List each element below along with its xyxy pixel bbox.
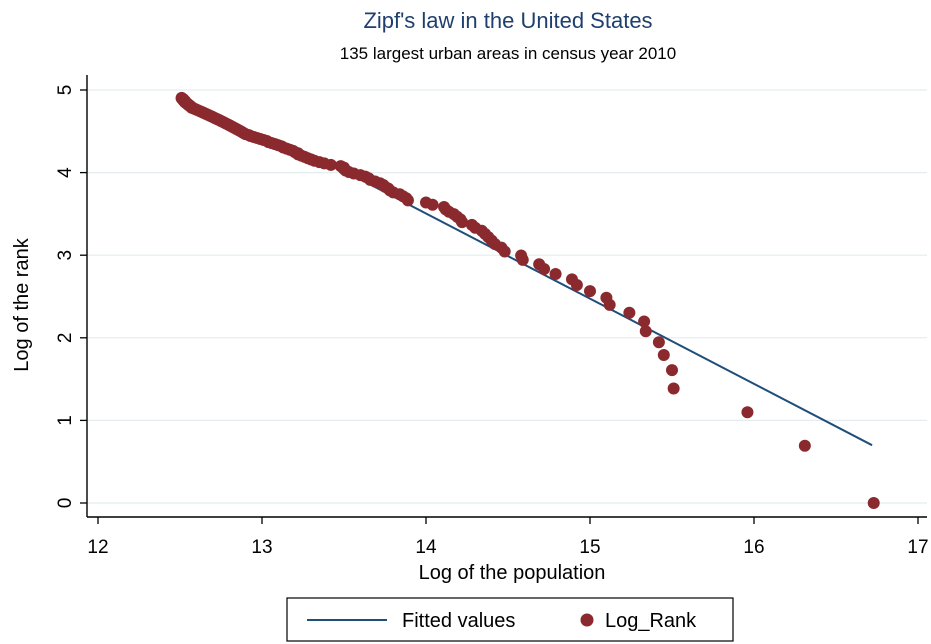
log-rank-point: [666, 364, 678, 377]
plot-area: [175, 91, 880, 509]
x-tick-label: 12: [87, 537, 108, 558]
x-axis-ticks: 12 13 14 15 16 17: [87, 517, 929, 558]
x-tick-label: 15: [579, 537, 600, 558]
y-tick-label: 2: [55, 333, 76, 344]
log-rank-point: [867, 497, 880, 509]
gridlines: [88, 89, 927, 504]
legend-label-log-rank: Log_Rank: [605, 610, 697, 632]
chart-subtitle: 135 largest urban areas in census year 2…: [340, 44, 676, 63]
legend: Fitted values Log_Rank: [286, 597, 734, 642]
y-tick-label: 1: [55, 415, 76, 426]
log-rank-point: [549, 267, 562, 280]
log-rank-point: [515, 249, 528, 262]
log-rank-point: [600, 291, 613, 304]
x-tick-label: 16: [743, 537, 764, 558]
log-rank-point: [652, 336, 665, 349]
log-rank-point: [798, 439, 811, 452]
x-axis-title: Log of the population: [419, 562, 606, 584]
y-tick-label: 4: [55, 167, 76, 178]
log-rank-point: [657, 348, 670, 361]
y-axis-title: Log of the rank: [11, 237, 33, 371]
chart-title: Zipf's law in the United States: [363, 8, 652, 33]
x-tick-label: 13: [251, 537, 272, 558]
x-tick-label: 14: [415, 537, 437, 558]
log-rank-point: [741, 406, 754, 419]
log-rank-point: [334, 160, 347, 173]
log-rank-point: [638, 315, 651, 328]
log-rank-point: [584, 285, 596, 298]
legend-swatch-log-rank: [580, 613, 594, 627]
y-tick-label: 3: [55, 250, 76, 261]
x-tick-label: 17: [907, 537, 928, 558]
y-tick-label: 5: [55, 85, 76, 96]
log-rank-point: [438, 200, 451, 213]
legend-label-fitted-values: Fitted values: [402, 610, 515, 632]
log-rank-point: [639, 325, 652, 338]
y-tick-label: 0: [55, 498, 76, 509]
log-rank-point: [623, 306, 636, 319]
y-axis-ticks: 0 1 2 3 4 5: [55, 85, 87, 509]
log-rank-point: [667, 382, 680, 395]
log-rank-point: [175, 91, 188, 104]
log-rank-point: [465, 218, 478, 231]
log-rank-point: [533, 258, 546, 271]
log-rank-point: [420, 196, 432, 209]
log-rank-point: [565, 273, 578, 286]
